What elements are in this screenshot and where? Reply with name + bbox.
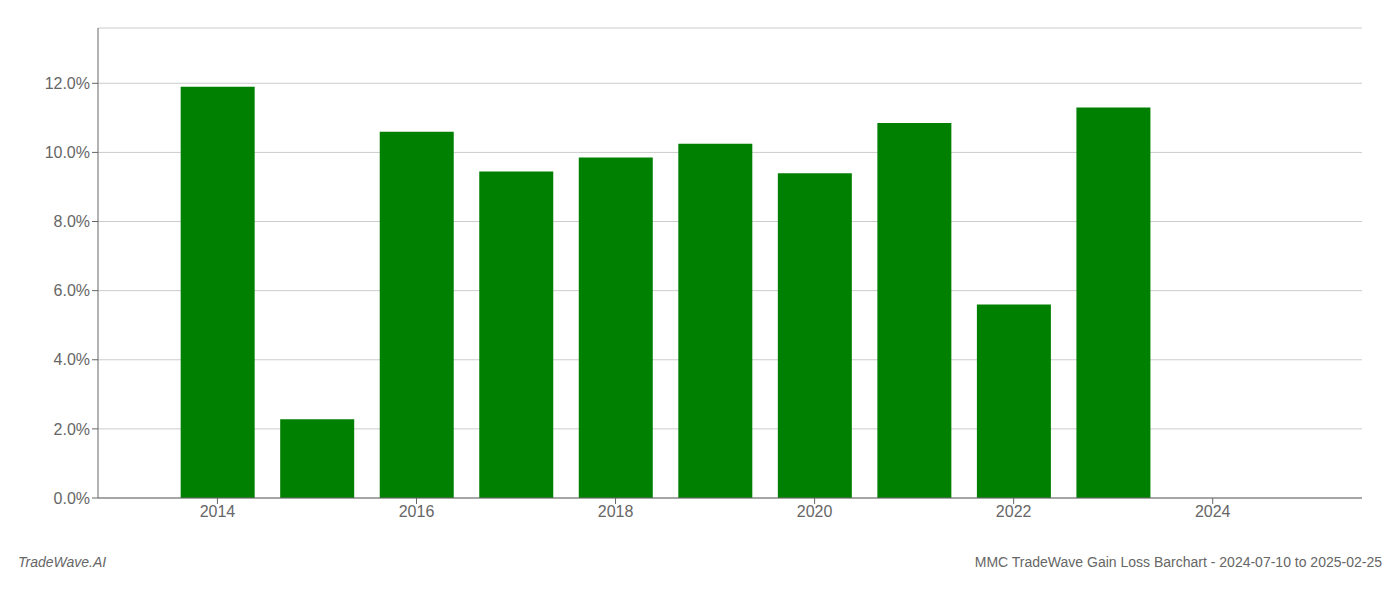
svg-text:6.0%: 6.0% bbox=[54, 282, 90, 299]
svg-text:10.0%: 10.0% bbox=[45, 144, 90, 161]
html-text:TradeWave.AI: TradeWave.AI bbox=[18, 554, 107, 570]
svg-text:2022: 2022 bbox=[996, 503, 1032, 520]
svg-text:2016: 2016 bbox=[399, 503, 435, 520]
svg-text:2.0%: 2.0% bbox=[54, 421, 90, 438]
svg-text:2014: 2014 bbox=[200, 503, 236, 520]
svg-text:12.0%: 12.0% bbox=[45, 75, 90, 92]
svg-text:4.0%: 4.0% bbox=[54, 351, 90, 368]
svg-text:0.0%: 0.0% bbox=[54, 490, 90, 507]
svg-text:2018: 2018 bbox=[598, 503, 634, 520]
svg-text:2020: 2020 bbox=[797, 503, 833, 520]
html-text:MMC TradeWave Gain Loss Barcha: MMC TradeWave Gain Loss Barchart - 2024-… bbox=[974, 554, 1382, 570]
svg-text:8.0%: 8.0% bbox=[54, 213, 90, 230]
svg-text:2024: 2024 bbox=[1195, 503, 1231, 520]
